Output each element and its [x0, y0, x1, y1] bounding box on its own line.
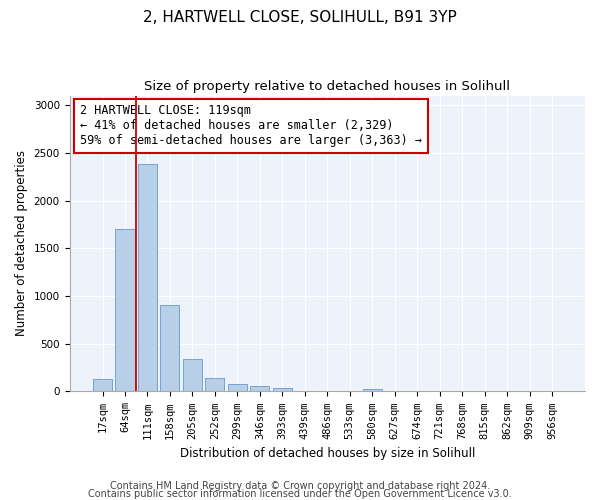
Text: 2, HARTWELL CLOSE, SOLIHULL, B91 3YP: 2, HARTWELL CLOSE, SOLIHULL, B91 3YP — [143, 10, 457, 25]
Bar — [160, 304, 179, 392]
Bar — [138, 164, 157, 392]
Text: 2 HARTWELL CLOSE: 119sqm
← 41% of detached houses are smaller (2,329)
59% of sem: 2 HARTWELL CLOSE: 119sqm ← 41% of detach… — [80, 104, 422, 148]
Bar — [250, 386, 269, 392]
Text: Contains HM Land Registry data © Crown copyright and database right 2024.: Contains HM Land Registry data © Crown c… — [110, 481, 490, 491]
Y-axis label: Number of detached properties: Number of detached properties — [15, 150, 28, 336]
Bar — [183, 358, 202, 392]
Bar — [362, 388, 382, 392]
Bar — [228, 384, 247, 392]
X-axis label: Distribution of detached houses by size in Solihull: Distribution of detached houses by size … — [179, 447, 475, 460]
Bar — [205, 378, 224, 392]
Bar — [93, 379, 112, 392]
Bar — [273, 388, 292, 392]
Text: Contains public sector information licensed under the Open Government Licence v3: Contains public sector information licen… — [88, 489, 512, 499]
Bar — [115, 229, 134, 392]
Title: Size of property relative to detached houses in Solihull: Size of property relative to detached ho… — [144, 80, 510, 93]
